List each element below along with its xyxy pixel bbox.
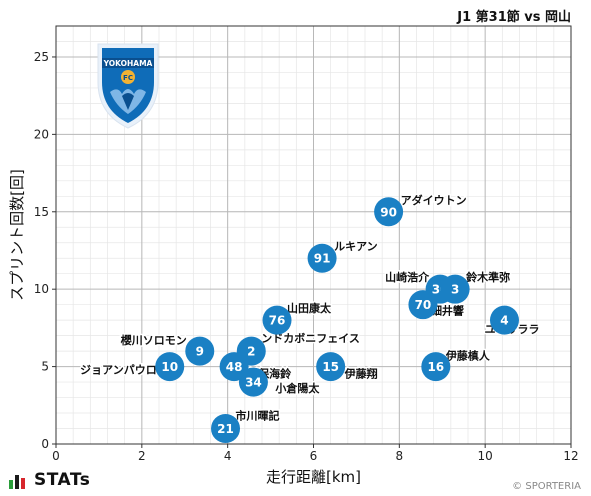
player-name-label: 伊藤翔	[344, 367, 378, 381]
x-tick-label: 2	[138, 449, 146, 463]
player-name-label: ルキアン	[334, 240, 378, 253]
data-point	[374, 197, 404, 227]
y-tick-label: 25	[34, 50, 49, 64]
data-point	[211, 414, 241, 444]
player-name-label: 山崎浩介	[385, 270, 430, 284]
player-name-label: ンドカボニフェイス	[261, 331, 360, 345]
x-axis-label: 走行距離[km]	[266, 468, 361, 486]
player-name-label: 市川暉記	[236, 409, 280, 423]
axis-layer: 0 2 4 6 8 10 12 0 5 10 15 20 25 走行距離[km] スプリント回数[回]	[8, 25, 579, 486]
team-logo: YOKOHAMA FC	[97, 43, 159, 129]
crest-badge-text: FC	[123, 74, 133, 82]
player-number-label: 16	[427, 360, 444, 374]
x-tick-label: 6	[310, 449, 318, 463]
copyright: © SPORTERIA	[512, 481, 581, 492]
y-tick-label: 5	[41, 360, 49, 374]
crest-band	[102, 58, 154, 68]
player-number-label: 91	[314, 252, 331, 266]
player-number-label: 34	[245, 376, 262, 390]
player-number-label: 10	[161, 360, 178, 374]
player-name-label: 細井響	[431, 304, 464, 318]
player-name-label: 櫻川ソロモン	[120, 333, 187, 347]
y-axis-label: スプリント回数[回]	[8, 169, 26, 301]
data-point	[238, 367, 268, 397]
yokohama-fc-crest-icon: YOKOHAMA FC	[97, 43, 159, 129]
y-tick-label: 10	[34, 282, 49, 296]
player-number-label: 21	[217, 422, 234, 436]
data-point	[236, 336, 266, 366]
player-name-label: アダイウトン	[401, 193, 467, 207]
x-tick-label: 8	[396, 449, 404, 463]
data-point	[489, 305, 519, 335]
data-point	[155, 352, 185, 382]
player-number-label: 3	[451, 283, 459, 297]
data-point	[440, 274, 470, 304]
player-name-label: 鈴木準弥	[466, 270, 510, 284]
x-tick-label: 12	[563, 449, 578, 463]
player-name-label: 小倉陽太	[274, 381, 320, 395]
player-number-label: 76	[269, 314, 286, 328]
x-tick-label: 10	[478, 449, 493, 463]
player-number-label: 48	[226, 360, 243, 374]
crest-ball	[121, 70, 135, 84]
data-point	[421, 352, 451, 382]
player-name-label: 伊藤槙人	[445, 349, 491, 363]
player-number-label: 9	[196, 345, 204, 359]
data-point	[262, 305, 292, 335]
player-number-label: 15	[322, 360, 339, 374]
player-name-label: ジョアンパウロ	[80, 364, 157, 377]
y-tick-label: 0	[41, 437, 49, 451]
stats-brand: STATs	[8, 470, 90, 490]
x-tick-label: 4	[224, 449, 232, 463]
page-title: J1 第31節 vs 岡山	[457, 10, 571, 25]
crest-name-text: YOKOHAMA	[103, 59, 153, 68]
player-number-label: 2	[247, 345, 255, 359]
stats-brand-text: STATs	[34, 470, 91, 490]
player-number-label: 4	[500, 314, 508, 328]
y-tick-label: 20	[34, 127, 49, 141]
stats-bars-icon	[9, 475, 25, 489]
player-name-label: 山田康太	[287, 301, 332, 315]
data-point	[316, 352, 346, 382]
x-tick-label: 0	[52, 449, 60, 463]
player-number-label: 90	[380, 205, 397, 219]
crest-phoenix-body	[122, 93, 134, 110]
player-number-label: 70	[415, 298, 432, 312]
data-point	[185, 336, 215, 366]
y-tick-label: 15	[34, 205, 49, 219]
data-point	[307, 243, 337, 273]
